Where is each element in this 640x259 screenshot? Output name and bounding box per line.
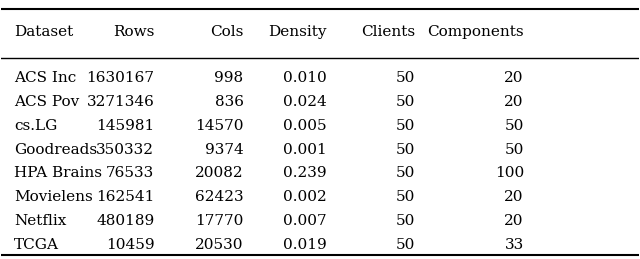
Text: 0.010: 0.010 [283, 71, 326, 85]
Text: 0.005: 0.005 [283, 119, 326, 133]
Text: Density: Density [268, 25, 326, 39]
Text: ACS Pov: ACS Pov [14, 95, 79, 109]
Text: 0.002: 0.002 [283, 190, 326, 204]
Text: 480189: 480189 [96, 214, 154, 228]
Text: 50: 50 [396, 143, 415, 157]
Text: 50: 50 [396, 167, 415, 181]
Text: 50: 50 [396, 119, 415, 133]
Text: Netflix: Netflix [14, 214, 67, 228]
Text: 3271346: 3271346 [86, 95, 154, 109]
Text: 0.024: 0.024 [283, 95, 326, 109]
Text: 50: 50 [396, 214, 415, 228]
Text: 20082: 20082 [195, 167, 244, 181]
Text: 10459: 10459 [106, 238, 154, 252]
Text: 162541: 162541 [96, 190, 154, 204]
Text: Clients: Clients [362, 25, 415, 39]
Text: 50: 50 [396, 71, 415, 85]
Text: TCGA: TCGA [14, 238, 59, 252]
Text: 9374: 9374 [205, 143, 244, 157]
Text: 62423: 62423 [195, 190, 244, 204]
Text: 50: 50 [396, 95, 415, 109]
Text: 50: 50 [396, 238, 415, 252]
Text: 17770: 17770 [195, 214, 244, 228]
Text: 20: 20 [504, 95, 524, 109]
Text: 0.007: 0.007 [283, 214, 326, 228]
Text: 836: 836 [214, 95, 244, 109]
Text: cs.LG: cs.LG [14, 119, 58, 133]
Text: Rows: Rows [113, 25, 154, 39]
Text: Dataset: Dataset [14, 25, 74, 39]
Text: 14570: 14570 [195, 119, 244, 133]
Text: ACS Inc: ACS Inc [14, 71, 76, 85]
Text: 100: 100 [495, 167, 524, 181]
Text: Goodreads: Goodreads [14, 143, 97, 157]
Text: 0.019: 0.019 [283, 238, 326, 252]
Text: Movielens: Movielens [14, 190, 93, 204]
Text: Cols: Cols [210, 25, 244, 39]
Text: 20530: 20530 [195, 238, 244, 252]
Text: 50: 50 [396, 190, 415, 204]
Text: 0.239: 0.239 [283, 167, 326, 181]
Text: 0.001: 0.001 [283, 143, 326, 157]
Text: 50: 50 [504, 119, 524, 133]
Text: 20: 20 [504, 71, 524, 85]
Text: 350332: 350332 [97, 143, 154, 157]
Text: Components: Components [428, 25, 524, 39]
Text: 145981: 145981 [96, 119, 154, 133]
Text: 20: 20 [504, 214, 524, 228]
Text: 1630167: 1630167 [86, 71, 154, 85]
Text: 998: 998 [214, 71, 244, 85]
Text: HPA Brains: HPA Brains [14, 167, 102, 181]
Text: 33: 33 [505, 238, 524, 252]
Text: 50: 50 [504, 143, 524, 157]
Text: 76533: 76533 [106, 167, 154, 181]
Text: 20: 20 [504, 190, 524, 204]
